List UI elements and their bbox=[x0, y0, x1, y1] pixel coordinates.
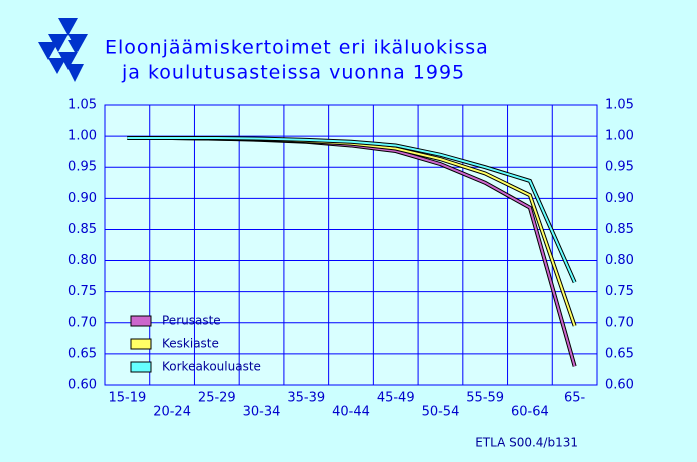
x-tick-label: 15-19 bbox=[108, 391, 146, 406]
y2-tick-label: 0.85 bbox=[605, 222, 634, 237]
logo bbox=[38, 18, 88, 82]
y-tick-label: 0.60 bbox=[68, 378, 97, 393]
x-tick-label: 45-49 bbox=[377, 391, 415, 406]
y-tick-label: 1.00 bbox=[68, 129, 97, 144]
legend-swatch bbox=[130, 338, 152, 350]
x-tick-label: 25-29 bbox=[198, 391, 236, 406]
x-tick-label: 65- bbox=[564, 391, 586, 406]
y2-tick-label: 1.00 bbox=[605, 129, 634, 144]
x-tick-label: 60-64 bbox=[511, 405, 549, 420]
y2-tick-label: 0.90 bbox=[605, 191, 634, 206]
legend-swatch bbox=[130, 361, 152, 373]
y2-tick-label: 0.95 bbox=[605, 160, 634, 175]
legend-label: Korkeakouluaste bbox=[162, 360, 261, 374]
y2-tick-label: 0.60 bbox=[605, 378, 634, 393]
legend-label: Perusaste bbox=[162, 314, 221, 328]
x-tick-label: 30-34 bbox=[243, 405, 281, 420]
y-tick-label: 0.80 bbox=[68, 253, 97, 268]
y-tick-label: 0.85 bbox=[68, 222, 97, 237]
x-tick-label: 40-44 bbox=[332, 405, 370, 420]
chart-title: ja koulutusasteissa vuonna 1995 bbox=[121, 62, 465, 84]
x-tick-label: 55-59 bbox=[466, 391, 504, 406]
y-tick-label: 0.90 bbox=[68, 191, 97, 206]
y-tick-label: 1.05 bbox=[68, 98, 97, 113]
line bbox=[127, 136, 576, 283]
x-tick-label: 20-24 bbox=[153, 405, 191, 420]
legend-label: Keskiaste bbox=[162, 337, 219, 351]
y2-tick-label: 0.75 bbox=[605, 284, 634, 299]
x-tick-label: 50-54 bbox=[422, 405, 460, 420]
chart-title: Eloonjäämiskertoimet eri ikäluokissa bbox=[105, 37, 489, 59]
y2-tick-label: 0.65 bbox=[605, 346, 634, 361]
y2-tick-label: 0.70 bbox=[605, 315, 634, 330]
legend-swatch bbox=[130, 315, 152, 327]
y-tick-label: 0.75 bbox=[68, 284, 97, 299]
y2-tick-label: 0.80 bbox=[605, 253, 634, 268]
y-tick-label: 0.70 bbox=[68, 315, 97, 330]
plot-area bbox=[104, 104, 598, 386]
source-note: ETLA S00.4/b131 bbox=[475, 436, 578, 450]
y-tick-label: 0.65 bbox=[68, 346, 97, 361]
y-tick-label: 0.95 bbox=[68, 160, 97, 175]
y2-tick-label: 1.05 bbox=[605, 98, 634, 113]
x-tick-label: 35-39 bbox=[287, 391, 325, 406]
